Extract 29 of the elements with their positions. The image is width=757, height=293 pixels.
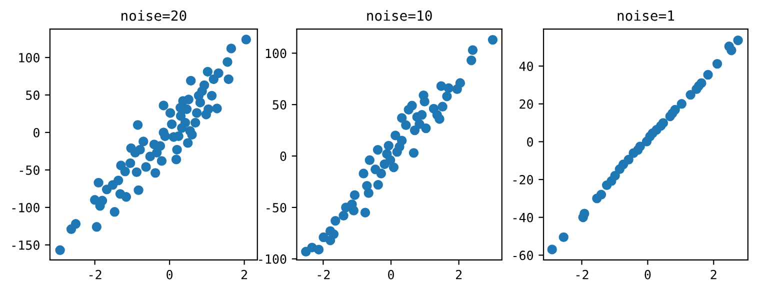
- x-tick-label: -2: [318, 270, 330, 280]
- y-tick-label: 40: [519, 62, 533, 72]
- y-tick-label: -20: [513, 175, 533, 184]
- y-tick-label: -100: [259, 254, 286, 264]
- y-tick-label: -60: [513, 250, 533, 260]
- y-tick-label: -100: [12, 202, 40, 212]
- y-tick-label: 100: [266, 48, 286, 58]
- y-tick-label: -50: [20, 165, 40, 175]
- x-tick-label: -2: [576, 270, 588, 280]
- y-tick-label: 50: [272, 100, 286, 110]
- x-tick-label: 2: [456, 270, 462, 280]
- x-tick-label: 0: [644, 270, 651, 280]
- chart-title: noise=20: [122, 10, 186, 21]
- y-tick-label: -50: [266, 202, 286, 212]
- chart-title: noise=1: [618, 10, 674, 21]
- x-tick-label: -2: [89, 270, 102, 280]
- chart-title: noise=10: [367, 10, 432, 21]
- y-tick-label: -150: [12, 240, 40, 250]
- y-tick-label: 0: [34, 128, 40, 138]
- y-tick-label: 50: [26, 90, 40, 100]
- x-tick-label: 2: [710, 270, 716, 280]
- y-tick-label: 0: [280, 152, 286, 161]
- x-tick-label: 0: [166, 270, 173, 280]
- y-tick-label: -40: [513, 212, 533, 222]
- x-tick-label: 0: [388, 270, 394, 280]
- x-tick-label: 2: [241, 270, 247, 280]
- y-tick-label: 0: [527, 137, 533, 147]
- y-tick-label: 20: [520, 99, 533, 109]
- y-tick-label: 100: [19, 53, 40, 62]
